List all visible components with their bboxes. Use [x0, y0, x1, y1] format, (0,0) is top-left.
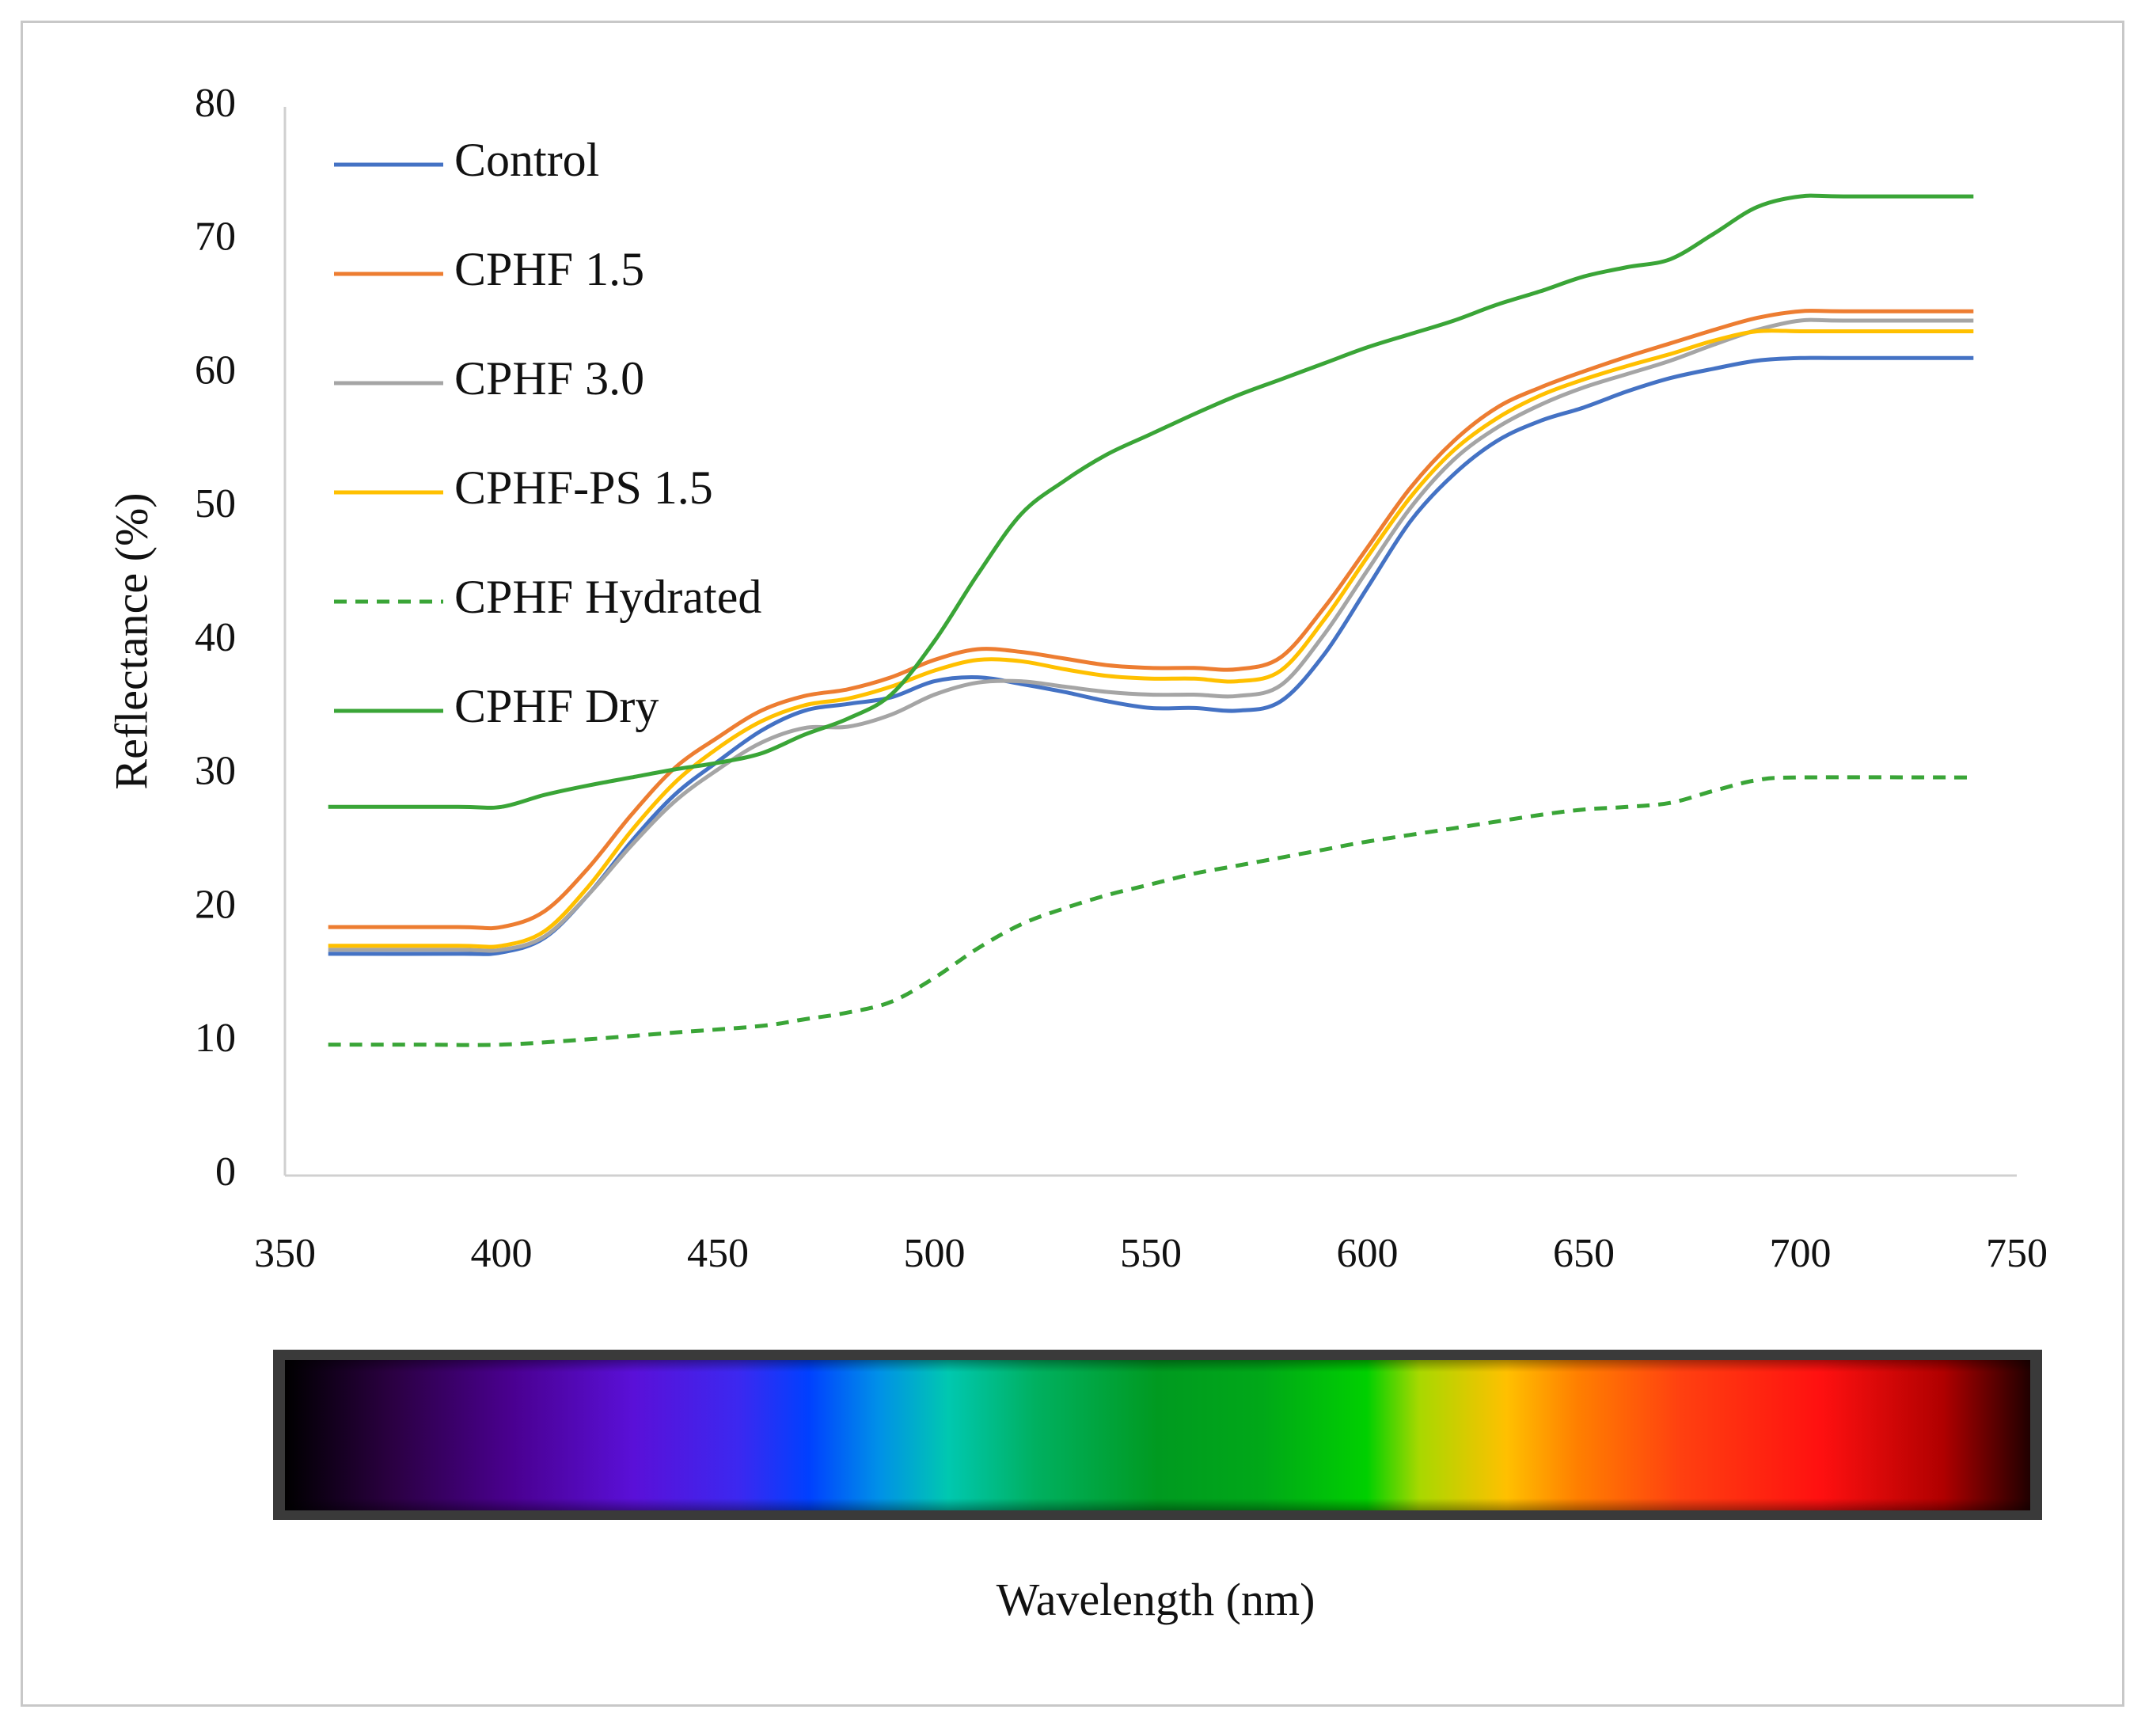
- legend-label: CPHF Hydrated: [454, 571, 761, 623]
- x-tick-label: 650: [1553, 1231, 1615, 1276]
- series-line-control: [328, 355, 1974, 956]
- x-tick-label: 700: [1770, 1231, 1832, 1276]
- y-tick-label: 50: [195, 481, 236, 526]
- y-axis-title: Reflectance (%): [105, 492, 157, 789]
- legend: Control CPHF 1.5 CPHF 3.0 CPHF-PS 1.5 CPHF H…: [334, 134, 761, 732]
- legend-label: CPHF-PS 1.5: [454, 462, 713, 514]
- axes: [283, 107, 2017, 1177]
- series-line-cphf-3-0: [328, 317, 1974, 953]
- x-tick-label: 400: [471, 1231, 533, 1276]
- y-tick-label: 30: [195, 749, 236, 794]
- x-tick-label: 350: [254, 1231, 316, 1276]
- x-tick-label: 600: [1337, 1231, 1399, 1276]
- x-tick-labels: 350 400 450 500 550 600 650 700 750: [254, 1231, 2048, 1276]
- x-axis-title: Wavelength (nm): [997, 1574, 1315, 1625]
- y-tick-labels: 0 10 20 30 40 50 60 70 80: [195, 81, 236, 1195]
- x-tick-label: 500: [904, 1231, 966, 1276]
- y-tick-label: 0: [215, 1149, 236, 1195]
- y-tick-label: 20: [195, 882, 236, 927]
- y-tick-label: 60: [195, 348, 236, 393]
- legend-label: CPHF Dry: [454, 680, 659, 732]
- series-line-cphf-ps-1-5: [328, 329, 1974, 949]
- legend-label: CPHF 3.0: [454, 352, 644, 405]
- visible-spectrum-bar: [273, 1350, 2042, 1520]
- y-tick-label: 80: [195, 81, 236, 126]
- y-tick-label: 10: [195, 1016, 236, 1061]
- series-line-cphf-1-5: [328, 309, 1974, 931]
- series-line-cphf-hydrated: [328, 775, 1974, 1047]
- y-tick-label: 40: [195, 615, 236, 660]
- series-lines: [328, 193, 1974, 1047]
- x-tick-label: 750: [1986, 1231, 2048, 1276]
- series-line-cphf-dry: [328, 193, 1974, 810]
- x-tick-label: 550: [1120, 1231, 1182, 1276]
- x-tick-label: 450: [687, 1231, 749, 1276]
- legend-label: Control: [454, 134, 599, 186]
- legend-label: CPHF 1.5: [454, 243, 644, 295]
- y-tick-label: 70: [195, 215, 236, 260]
